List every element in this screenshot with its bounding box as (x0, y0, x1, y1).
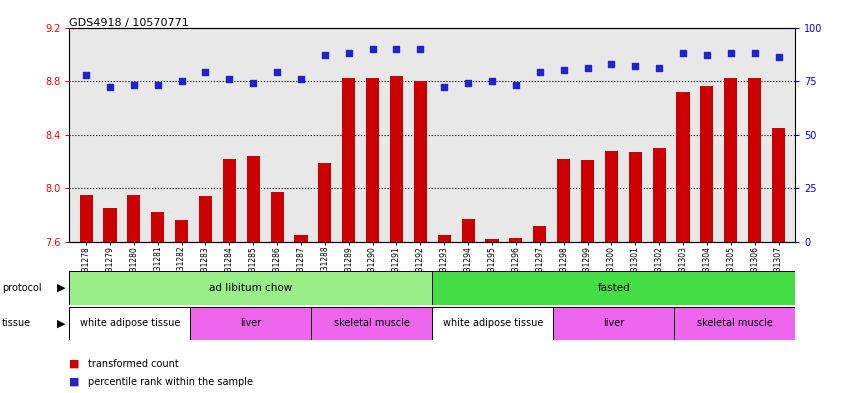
Bar (103, 208, 117, 242)
Point (318, 52, 332, 59)
Point (509, 82, 523, 88)
Bar (69, 271, 432, 305)
Point (342, 50, 355, 56)
Bar (533, 226, 547, 242)
Point (461, 80, 475, 86)
Bar (342, 78, 355, 242)
Bar (366, 78, 379, 242)
Point (414, 46, 427, 52)
Bar (557, 159, 570, 242)
Bar (175, 220, 188, 242)
Text: white adipose tissue: white adipose tissue (442, 318, 543, 328)
Bar (605, 151, 618, 242)
Point (486, 78, 499, 84)
Point (151, 82, 164, 88)
Point (533, 69, 547, 75)
Point (199, 69, 212, 75)
Text: ▶: ▶ (57, 283, 65, 293)
Bar (222, 159, 236, 242)
Bar (80, 195, 93, 242)
Bar (294, 235, 308, 242)
Bar (390, 76, 403, 242)
Text: transformed count: transformed count (88, 358, 179, 369)
Bar (127, 195, 140, 242)
Text: GDS4918 / 10570771: GDS4918 / 10570771 (69, 18, 190, 28)
Bar (311, 307, 432, 340)
Point (605, 61, 618, 67)
Text: skeletal muscle: skeletal muscle (334, 318, 409, 328)
Text: protocol: protocol (2, 283, 41, 293)
Point (557, 67, 570, 73)
Bar (772, 128, 785, 242)
Bar (724, 78, 738, 242)
Text: fasted: fasted (597, 283, 630, 293)
Point (748, 50, 761, 56)
Point (246, 80, 260, 86)
Bar (629, 152, 642, 242)
Text: liver: liver (603, 318, 624, 328)
Point (80, 72, 93, 78)
Point (390, 46, 404, 52)
Bar (432, 307, 553, 340)
Bar (69, 307, 190, 340)
Bar (677, 92, 689, 242)
Text: white adipose tissue: white adipose tissue (80, 318, 180, 328)
Bar (414, 81, 427, 242)
Point (652, 65, 666, 72)
Text: liver: liver (240, 318, 261, 328)
Point (724, 50, 738, 56)
Bar (462, 219, 475, 242)
Point (175, 78, 189, 84)
Point (271, 69, 284, 75)
Point (580, 65, 594, 72)
Text: ▶: ▶ (57, 318, 65, 328)
Text: ad libitum chow: ad libitum chow (209, 283, 293, 293)
Point (629, 63, 642, 69)
Bar (553, 307, 674, 340)
Bar (437, 235, 451, 242)
Point (103, 84, 117, 91)
Bar (581, 160, 594, 242)
Point (365, 46, 379, 52)
Text: percentile rank within the sample: percentile rank within the sample (88, 377, 253, 387)
Bar (247, 156, 260, 242)
Text: ■: ■ (69, 358, 80, 369)
Point (676, 50, 689, 56)
Text: tissue: tissue (2, 318, 30, 328)
Text: ■: ■ (69, 377, 80, 387)
Bar (190, 307, 311, 340)
Bar (432, 271, 795, 305)
Bar (748, 78, 761, 242)
Bar (700, 86, 713, 242)
Point (294, 76, 308, 82)
Bar (199, 196, 212, 242)
Bar (271, 192, 283, 242)
Bar (674, 307, 795, 340)
Bar (151, 212, 164, 242)
Bar (509, 238, 523, 242)
Text: skeletal muscle: skeletal muscle (697, 318, 772, 328)
Point (222, 76, 236, 82)
Point (437, 84, 451, 91)
Point (127, 82, 140, 88)
Bar (652, 148, 666, 242)
Bar (486, 239, 498, 242)
Point (772, 54, 785, 61)
Bar (318, 163, 332, 242)
Point (700, 52, 714, 59)
